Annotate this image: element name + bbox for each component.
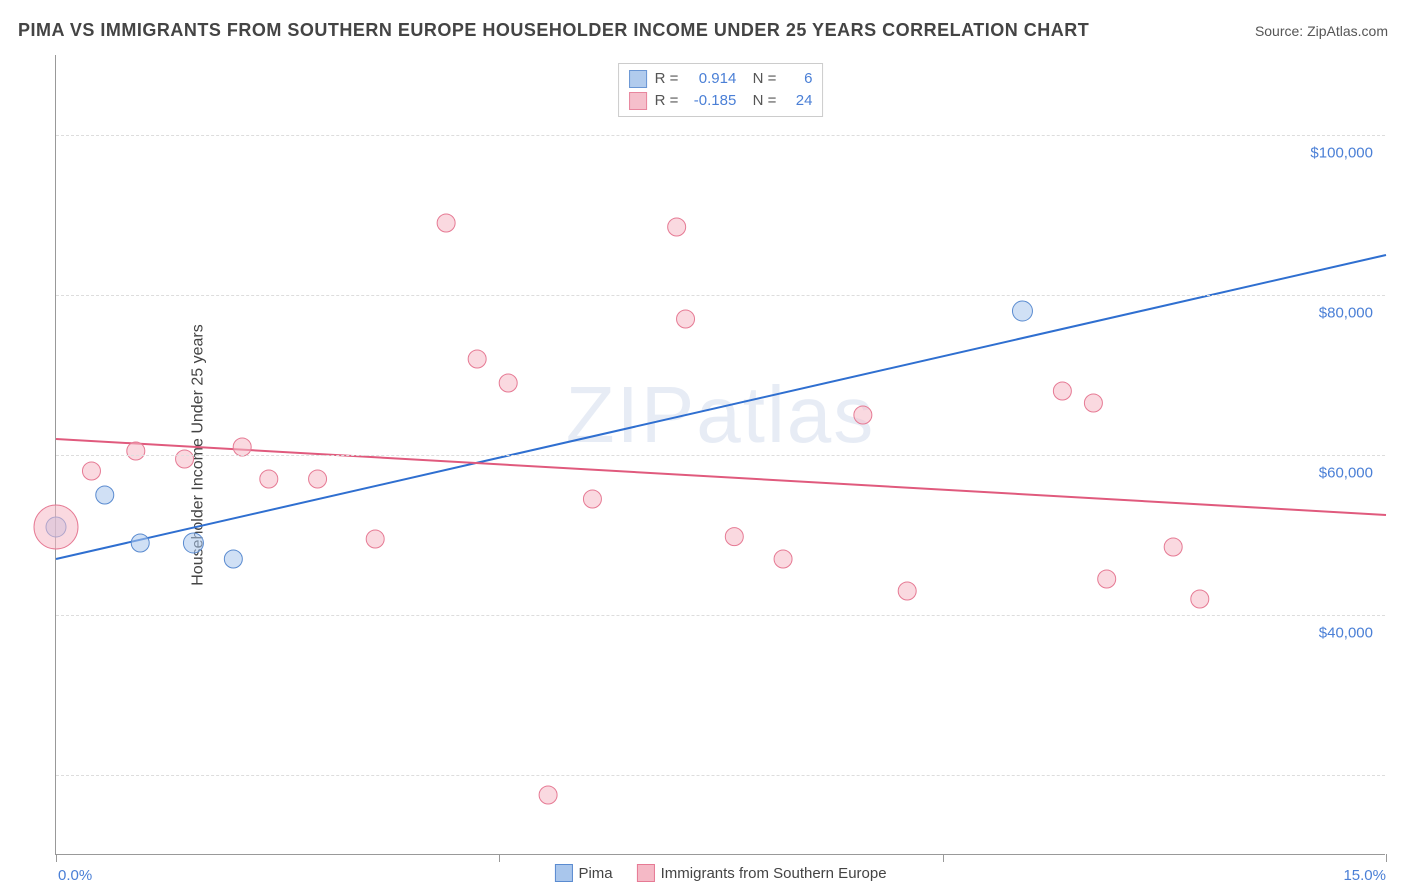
data-point-immigrants: [1164, 538, 1182, 556]
gridline-h: [56, 295, 1385, 296]
data-point-pima: [96, 486, 114, 504]
bottom-legend: Pima Immigrants from Southern Europe: [554, 864, 886, 882]
legend-item-immigrants: Immigrants from Southern Europe: [637, 864, 887, 882]
data-point-immigrants: [539, 786, 557, 804]
trend-line-pima: [56, 255, 1386, 559]
gridline-h: [56, 615, 1385, 616]
data-point-immigrants: [677, 310, 695, 328]
y-tick-label: $60,000: [1319, 465, 1373, 482]
gridline-h: [56, 135, 1385, 136]
x-tick: [943, 854, 944, 862]
data-point-immigrants: [309, 470, 327, 488]
trend-line-immigrants: [56, 439, 1386, 515]
data-point-immigrants: [725, 528, 743, 546]
legend-label-immigrants: Immigrants from Southern Europe: [661, 865, 887, 882]
chart-source: Source: ZipAtlas.com: [1255, 23, 1388, 39]
data-point-immigrants: [1191, 590, 1209, 608]
data-point-immigrants: [854, 406, 872, 424]
x-tick: [56, 854, 57, 862]
data-point-pima: [183, 533, 203, 553]
y-tick-label: $80,000: [1319, 305, 1373, 322]
chart-header: PIMA VS IMMIGRANTS FROM SOUTHERN EUROPE …: [18, 20, 1388, 41]
data-point-immigrants: [774, 550, 792, 568]
plot-area: Householder Income Under 25 years ZIPatl…: [55, 55, 1385, 855]
data-point-immigrants: [668, 218, 686, 236]
chart-title: PIMA VS IMMIGRANTS FROM SOUTHERN EUROPE …: [18, 20, 1089, 41]
gridline-h: [56, 775, 1385, 776]
legend-item-pima: Pima: [554, 864, 612, 882]
y-tick-label: $100,000: [1310, 145, 1373, 162]
legend-swatch-immigrants: [637, 864, 655, 882]
x-tick-label: 0.0%: [58, 867, 92, 884]
data-point-immigrants: [1084, 394, 1102, 412]
data-point-immigrants: [366, 530, 384, 548]
data-point-immigrants: [34, 505, 78, 549]
legend-label-pima: Pima: [578, 865, 612, 882]
y-tick-label: $40,000: [1319, 625, 1373, 642]
data-point-immigrants: [82, 462, 100, 480]
data-point-immigrants: [583, 490, 601, 508]
x-tick: [1386, 854, 1387, 862]
data-point-immigrants: [176, 450, 194, 468]
data-point-immigrants: [468, 350, 486, 368]
gridline-h: [56, 455, 1385, 456]
legend-swatch-pima: [554, 864, 572, 882]
data-point-immigrants: [499, 374, 517, 392]
data-point-pima: [1012, 301, 1032, 321]
x-tick: [499, 854, 500, 862]
x-tick-label: 15.0%: [1343, 867, 1386, 884]
data-point-pima: [224, 550, 242, 568]
data-point-immigrants: [233, 438, 251, 456]
data-point-immigrants: [1053, 382, 1071, 400]
data-point-immigrants: [437, 214, 455, 232]
data-point-immigrants: [127, 442, 145, 460]
data-point-immigrants: [1098, 570, 1116, 588]
data-point-immigrants: [898, 582, 916, 600]
data-point-pima: [131, 534, 149, 552]
data-point-immigrants: [260, 470, 278, 488]
